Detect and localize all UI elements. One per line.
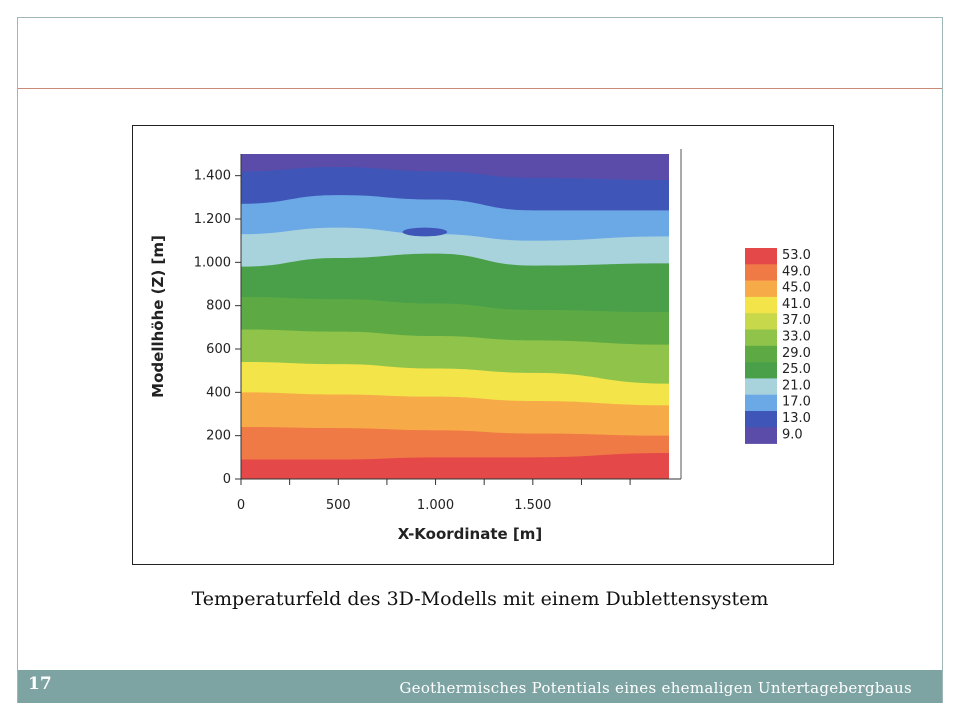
legend-swatch-11 <box>745 427 777 444</box>
x-tick-label-0: 0 <box>237 498 245 513</box>
figure-caption: Temperaturfeld des 3D-Modells mit einem … <box>191 588 769 610</box>
x-tick-label-1000: 1.000 <box>417 498 454 513</box>
footer-title: Geothermisches Potentials eines ehemalig… <box>399 679 912 697</box>
legend-label-17.0: 17.0 <box>782 395 811 410</box>
legend-label-29.0: 29.0 <box>782 346 811 361</box>
axes-layer: 0 200 400 600 800 1.000 1.200 1.400 0 500 1.000 1.5… <box>149 149 682 543</box>
slide-number: 17 <box>28 674 52 694</box>
legend-label-9.0: 9.0 <box>782 427 803 442</box>
legend-label-45.0: 45.0 <box>782 281 811 296</box>
legend-swatch-8 <box>745 378 777 395</box>
legend-label-53.0: 53.0 <box>782 248 811 263</box>
bands-layer <box>241 154 669 479</box>
legend-label-49.0: 49.0 <box>782 264 811 279</box>
y-tick-label-600: 600 <box>206 342 231 357</box>
legend-swatch-3 <box>745 296 777 314</box>
legend-label-41.0: 41.0 <box>782 297 811 312</box>
legend-swatch-6 <box>745 345 777 363</box>
legend-swatch-5 <box>745 329 777 347</box>
legend-label-33.0: 33.0 <box>782 330 811 345</box>
legend-label-37.0: 37.0 <box>782 313 811 328</box>
y-tick-label-800: 800 <box>206 299 231 314</box>
x-axis-label: X-Koordinate [m] <box>398 525 543 543</box>
y-tick-label-1000: 1.000 <box>194 255 231 270</box>
y-tick-label-1200: 1.200 <box>194 212 231 227</box>
y-tick-label-1400: 1.400 <box>194 169 231 184</box>
legend-label-21.0: 21.0 <box>782 378 811 393</box>
legend-swatch-0 <box>745 248 777 265</box>
y-tick-label-0: 0 <box>223 472 231 487</box>
legend-label-25.0: 25.0 <box>782 362 811 377</box>
cold-anomaly-zone <box>402 227 448 237</box>
anomaly-layer <box>402 227 448 237</box>
legend-layer: 53.049.0 45.041.037.0 33.029.025.021.0 17.0… <box>745 248 811 444</box>
footer-bar: Geothermisches Potentials eines ehemalig… <box>18 670 942 703</box>
legend-swatch-1 <box>745 264 777 281</box>
temperature-band-49-53 <box>241 453 669 479</box>
legend-swatch-7 <box>745 362 777 379</box>
y-tick-label-200: 200 <box>206 429 231 444</box>
temperature-field-chart: 0 200 400 600 800 1.000 1.200 1.400 0 500 1.000 1.5… <box>149 149 811 543</box>
legend-swatch-4 <box>745 313 777 330</box>
figure-box: 0 200 400 600 800 1.000 1.200 1.400 0 500 1.000 1.5… <box>132 125 834 565</box>
legend-swatch-10 <box>745 411 777 428</box>
x-tick-label-500: 500 <box>326 498 351 513</box>
legend-swatch-2 <box>745 280 777 298</box>
header-rule <box>18 88 942 89</box>
y-tick-label-400: 400 <box>206 385 231 400</box>
legend-label-13.0: 13.0 <box>782 411 811 426</box>
x-tick-label-1500: 1.500 <box>514 498 551 513</box>
legend-swatch-9 <box>745 394 777 412</box>
y-axis-label: Modellhöhe (Z) [m] <box>149 235 167 398</box>
